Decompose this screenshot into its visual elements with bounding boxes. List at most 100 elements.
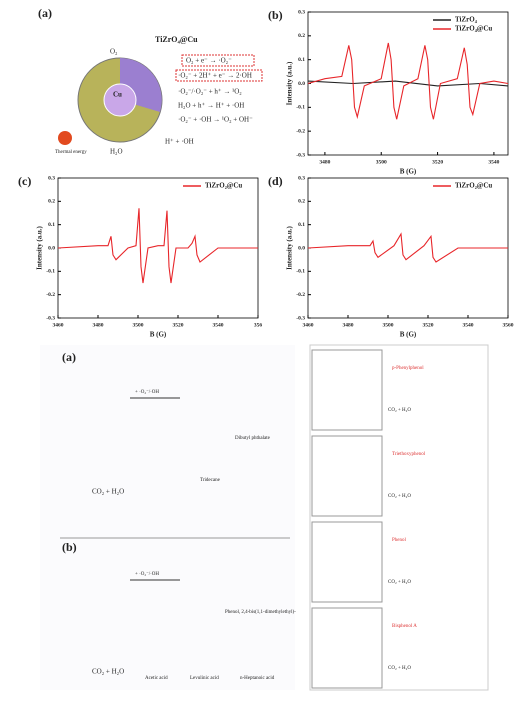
equation: ·O₂⁻ + 2H⁺ + e⁻ → 2·OH bbox=[178, 72, 252, 80]
series-line bbox=[307, 42, 509, 120]
product: CO₂ + H₂O bbox=[388, 408, 411, 413]
o2-label: O₂ bbox=[110, 48, 118, 56]
spectrum-box bbox=[311, 521, 383, 603]
series-line bbox=[307, 80, 509, 87]
product: CO₂ + H₂O bbox=[388, 580, 411, 585]
x-axis-label: B (G) bbox=[400, 168, 417, 176]
reagent: + ·O₂⁻/·OH bbox=[135, 390, 159, 395]
y-tick-label: -0.1 bbox=[46, 269, 55, 275]
y-tick-label: -0.1 bbox=[296, 269, 305, 275]
panel-label: (c) bbox=[18, 174, 31, 188]
panel-label: (a) bbox=[62, 350, 76, 364]
y-tick-label: -0.2 bbox=[296, 128, 305, 134]
x-tick-label: 3480 bbox=[319, 159, 330, 165]
panel-label: (b) bbox=[268, 8, 283, 22]
y-tick-label: 0.3 bbox=[48, 175, 55, 181]
compound: Acetic acid bbox=[145, 676, 168, 681]
y-tick-label: -0.3 bbox=[296, 152, 305, 158]
y-tick-label: -0.2 bbox=[296, 292, 305, 298]
compound: Phenol bbox=[392, 538, 407, 543]
y-tick-label: 0.0 bbox=[298, 245, 305, 251]
legend-label: TiZrO₄ bbox=[455, 16, 478, 24]
reagent: + ·O₂⁻/·OH bbox=[135, 572, 159, 577]
compound: Dibutyl phthalate bbox=[235, 436, 271, 441]
equation: ·O₂⁻ + ·OH → ¹O₂ + OH⁻ bbox=[178, 116, 253, 124]
core bbox=[103, 83, 137, 117]
compound: Levulinic acid bbox=[190, 676, 219, 681]
ms-panels: p-Phenylphenol Triethoxyphenol Phenol Bi… bbox=[309, 344, 489, 691]
compound: n-Heptanoic acid bbox=[240, 676, 275, 681]
compound: p-Phenylphenol bbox=[392, 366, 424, 371]
y-tick-label: 0.0 bbox=[48, 245, 55, 251]
diagram-title: TiZrO₄@Cu bbox=[155, 35, 198, 44]
y-axis-label: Intensity (a.u.) bbox=[286, 61, 294, 105]
series-line bbox=[57, 208, 258, 284]
x-tick-label: 356 bbox=[254, 322, 263, 328]
x-tick-label: 3480 bbox=[343, 322, 354, 328]
panel-a: (a) TiZrO₄@Cu Cu O₂ H₂O H⁺ + ·OH Thermal… bbox=[38, 6, 263, 156]
y-tick-label: -0.2 bbox=[46, 292, 55, 298]
spectrum-box bbox=[311, 607, 383, 689]
compound: Bisphenol A bbox=[392, 624, 417, 629]
y-tick-label: 0.2 bbox=[48, 199, 55, 205]
y-tick-label: -0.3 bbox=[46, 315, 55, 321]
product: CO₂ + H₂O bbox=[92, 488, 124, 496]
x-tick-label: 3520 bbox=[173, 322, 184, 328]
x-tick-label: 3500 bbox=[383, 322, 394, 328]
heat-label: Thermal energy bbox=[55, 150, 87, 155]
product: CO₂ + H₂O bbox=[92, 668, 124, 676]
legend-label: TiZrO₂@Cu bbox=[455, 182, 492, 190]
product: CO₂ + H₂O bbox=[388, 494, 411, 499]
y-tick-label: 0.1 bbox=[298, 57, 305, 63]
pathway-bg bbox=[40, 345, 295, 690]
x-axis-label: B (G) bbox=[400, 331, 417, 339]
x-tick-label: 3520 bbox=[432, 159, 443, 165]
y-tick-label: 0.1 bbox=[48, 222, 55, 228]
spectrum-box bbox=[311, 435, 383, 517]
equation: O₂ + e⁻ → ·O₂⁻ bbox=[186, 57, 232, 65]
core-label: Cu bbox=[113, 91, 122, 99]
x-tick-label: 3460 bbox=[303, 322, 314, 328]
product: CO₂ + H₂O bbox=[388, 666, 411, 671]
panel-label: (b) bbox=[62, 540, 77, 554]
spectrum-box bbox=[311, 349, 383, 431]
x-tick-label: 3540 bbox=[463, 322, 474, 328]
y-tick-label: 0.1 bbox=[298, 222, 305, 228]
x-tick-label: 3540 bbox=[488, 159, 499, 165]
compound: Triethoxyphenol bbox=[392, 452, 426, 457]
eq-box bbox=[175, 69, 263, 82]
y-tick-label: 0.3 bbox=[298, 175, 305, 181]
compound: Phenol, 2,4-bis(1,1-dimethylethyl)- bbox=[225, 610, 296, 615]
y-tick-label: -0.1 bbox=[296, 105, 305, 111]
x-tick-label: 3460 bbox=[53, 322, 64, 328]
eq-box bbox=[181, 54, 255, 67]
equation: H₂O + h⁺ → H⁺ + ·OH bbox=[178, 102, 244, 110]
x-tick-label: 3540 bbox=[213, 322, 224, 328]
legend-label: TiZrO₄@Cu bbox=[455, 25, 492, 33]
panel-label: (d) bbox=[268, 174, 283, 188]
pathways: (a) (b) + ·O₂⁻/·OH + ·O₂⁻/·OH CO₂ + H₂O … bbox=[40, 345, 296, 690]
x-tick-label: 3500 bbox=[376, 159, 387, 165]
heat-icon bbox=[58, 131, 72, 145]
y-axis-label: Intensity (a.u.) bbox=[286, 225, 294, 269]
x-axis-label: B (G) bbox=[150, 331, 167, 339]
compound: Tridecane bbox=[200, 478, 221, 483]
y-tick-label: 0.3 bbox=[298, 9, 305, 15]
equation: ·O₂⁻/·O₂⁻ + h⁺ → ¹O₂ bbox=[178, 88, 242, 96]
panel-label: (a) bbox=[38, 6, 52, 20]
series-line bbox=[307, 232, 508, 263]
x-tick-label: 3560 bbox=[503, 322, 514, 328]
oh-label: H⁺ + ·OH bbox=[165, 138, 194, 146]
y-tick-label: 0.2 bbox=[298, 199, 305, 205]
x-tick-label: 3480 bbox=[93, 322, 104, 328]
x-tick-label: 3520 bbox=[423, 322, 434, 328]
y-tick-label: -0.3 bbox=[296, 315, 305, 321]
legend-label: TiZrO₂@Cu bbox=[205, 182, 242, 190]
y-tick-label: 0.0 bbox=[298, 81, 305, 87]
y-axis-label: Intensity (a.u.) bbox=[36, 225, 44, 269]
x-tick-label: 3500 bbox=[133, 322, 144, 328]
y-tick-label: 0.2 bbox=[298, 33, 305, 39]
h2o-label: H₂O bbox=[110, 148, 123, 156]
ms-bg bbox=[309, 344, 489, 691]
